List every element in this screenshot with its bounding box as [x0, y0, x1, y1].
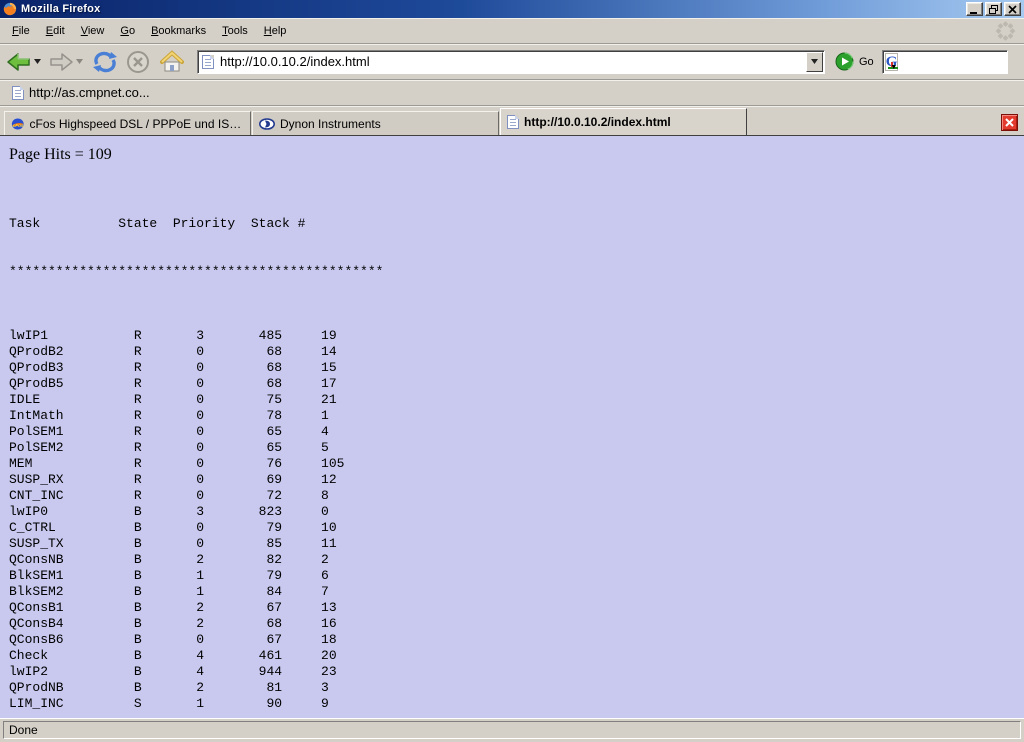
table-row: QProdB5 R 0 68 17: [9, 376, 337, 391]
table-separator: ****************************************…: [9, 264, 384, 279]
close-icon: [1005, 118, 1014, 127]
table-row: QProdNB B 2 81 3: [9, 680, 329, 695]
minimize-button[interactable]: [966, 2, 983, 16]
close-button[interactable]: [1004, 2, 1021, 16]
go-label: Go: [859, 55, 874, 68]
tab-bar: cFos cFos Highspeed DSL / PPPoE und ISDN…: [0, 106, 1024, 136]
task-table: Task State Priority Stack # ************…: [9, 184, 1024, 718]
page-content: Page Hits = 109 Task State Priority Stac…: [0, 136, 1024, 718]
throbber-icon: [995, 20, 1016, 41]
back-dropdown[interactable]: [33, 47, 42, 77]
task-table-rows: lwIP1 R 3 485 19 QProdB2 R 0 68 14 QProdB3…: [9, 328, 1024, 712]
chevron-down-icon: ▼: [890, 63, 898, 71]
table-row: QProdB2 R 0 68 14: [9, 344, 337, 359]
close-tab-button[interactable]: [1001, 114, 1018, 131]
tab-label: http://10.0.10.2/index.html: [524, 115, 671, 129]
go-icon: [835, 52, 854, 71]
page-hits-text: Page Hits = 109: [9, 146, 112, 163]
menu-edit[interactable]: Edit: [45, 24, 65, 37]
menu-bar: File Edit View Go Bookmarks Tools Help: [0, 18, 1024, 44]
back-icon: [7, 52, 30, 71]
table-row: lwIP1 R 3 485 19: [9, 328, 337, 343]
cfos-icon: cFos: [11, 118, 24, 129]
page-icon: [12, 85, 24, 100]
table-row: lwIP0 B 3 823 0: [9, 504, 329, 519]
restore-icon: [989, 4, 998, 14]
tab-cfos[interactable]: cFos cFos Highspeed DSL / PPPoE und ISDN…: [4, 111, 251, 135]
table-row: SUSP_TX B 0 85 11: [9, 536, 337, 551]
tab-index-html[interactable]: http://10.0.10.2/index.html: [500, 108, 747, 135]
table-row: PolSEM1 R 0 65 4: [9, 424, 329, 439]
navigation-toolbar: Go G ▼: [0, 44, 1024, 80]
home-button[interactable]: [155, 47, 189, 77]
table-header: Task State Priority Stack #: [9, 216, 306, 231]
close-icon: [1008, 4, 1017, 14]
status-bar: Done: [0, 718, 1024, 742]
table-row: QConsB1 B 2 67 13: [9, 600, 337, 615]
reload-button[interactable]: [89, 47, 121, 77]
stop-button[interactable]: [121, 47, 155, 77]
bookmark-item[interactable]: http://as.cmpnet.co...: [6, 83, 156, 102]
table-row: QConsNB B 2 82 2: [9, 552, 329, 567]
table-row: BlkSEM1 B 1 79 6: [9, 568, 329, 583]
reload-icon: [93, 51, 117, 72]
menu-help[interactable]: Help: [263, 24, 287, 37]
search-input[interactable]: [898, 52, 1024, 71]
window-title: Mozilla Firefox: [21, 3, 101, 15]
search-box: G ▼: [881, 49, 1024, 74]
tab-label: cFos Highspeed DSL / PPPoE und ISDN CAP.…: [29, 116, 244, 131]
google-search-icon[interactable]: G ▼: [884, 52, 899, 71]
url-input[interactable]: [220, 52, 805, 71]
table-row: CNT_INC R 0 72 8: [9, 488, 329, 503]
menu-tools[interactable]: Tools: [222, 24, 248, 37]
menu-go[interactable]: Go: [120, 24, 136, 37]
restore-button[interactable]: [985, 2, 1002, 16]
tab-label: Dynon Instruments: [280, 116, 381, 131]
bookmarks-toolbar: http://as.cmpnet.co...: [0, 80, 1024, 106]
table-row: BlkSEM2 B 1 84 7: [9, 584, 329, 599]
chevron-down-icon: [34, 59, 41, 64]
table-row: lwIP2 B 4 944 23: [9, 664, 337, 679]
forward-dropdown[interactable]: [75, 47, 84, 77]
go-button[interactable]: Go: [835, 52, 874, 71]
table-row: C_CTRL B 0 79 10: [9, 520, 337, 535]
home-icon: [160, 49, 184, 71]
bookmark-label: http://as.cmpnet.co...: [29, 85, 150, 100]
forward-icon: [50, 52, 73, 71]
dynon-icon: [259, 117, 275, 130]
url-dropdown[interactable]: [806, 51, 823, 72]
svg-text:cFos: cFos: [13, 122, 24, 127]
forward-button[interactable]: [47, 47, 75, 77]
title-bar: Mozilla Firefox: [0, 0, 1024, 18]
stop-icon: [127, 50, 149, 73]
back-button[interactable]: [5, 47, 33, 77]
status-panel: Done: [3, 721, 1021, 739]
page-icon: [202, 54, 214, 69]
minimize-icon: [970, 11, 977, 14]
table-row: IntMath R 0 78 1: [9, 408, 329, 423]
page-icon: [507, 115, 519, 129]
menu-view[interactable]: View: [80, 24, 105, 37]
table-row: MEM R 0 76 105: [9, 456, 345, 471]
tab-dynon[interactable]: Dynon Instruments: [252, 111, 499, 135]
firefox-icon: [3, 2, 17, 16]
chevron-down-icon: [76, 59, 83, 64]
table-row: QProdB3 R 0 68 15: [9, 360, 337, 375]
table-row: PolSEM2 R 0 65 5: [9, 440, 329, 455]
table-row: IDLE R 0 75 21: [9, 392, 337, 407]
table-row: LIM_INC S 1 90 9: [9, 696, 329, 711]
table-row: SUSP_RX R 0 69 12: [9, 472, 337, 487]
chevron-down-icon: [811, 59, 818, 64]
status-text: Done: [9, 723, 38, 737]
menu-file[interactable]: File: [12, 24, 30, 37]
url-bar: [197, 49, 825, 74]
table-row: Check B 4 461 20: [9, 648, 337, 663]
menu-bookmarks[interactable]: Bookmarks: [151, 24, 207, 37]
table-row: QConsB4 B 2 68 16: [9, 616, 337, 631]
table-row: QConsB6 B 0 67 18: [9, 632, 337, 647]
